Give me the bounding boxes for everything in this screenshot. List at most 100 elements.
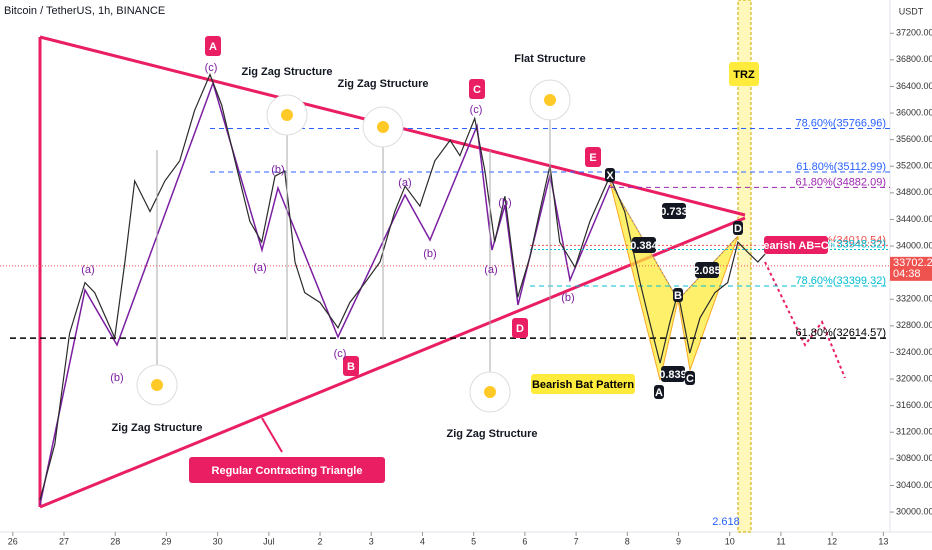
annotation: 0.384 <box>630 237 659 253</box>
annotation: A <box>205 36 221 56</box>
annotation: C <box>685 371 695 385</box>
icon-dot <box>377 121 389 133</box>
y-tick-label: 35600.00 <box>896 134 932 144</box>
annotation-text: TRZ <box>733 69 755 81</box>
y-tick-label: 34400.00 <box>896 214 932 224</box>
annotation-text: (a) <box>484 264 497 276</box>
annotation-box <box>531 374 635 394</box>
annotation: Zig Zag Structure <box>111 416 203 438</box>
annotation-box <box>605 168 615 182</box>
annotation-box <box>343 356 359 376</box>
annotation-text: C <box>473 84 481 96</box>
annotation-text: 2.618 <box>712 516 740 528</box>
annotation-text: (b) <box>423 248 436 260</box>
y-tick-label: 32800.00 <box>896 320 932 330</box>
annotation-box <box>729 62 759 86</box>
x-tick-label: 6 <box>522 536 527 546</box>
annotation-text: B <box>674 290 682 302</box>
annotation-box <box>189 457 385 483</box>
x-tick-label: Jul <box>263 536 275 546</box>
icon-dot <box>544 94 556 106</box>
y-tick-label: 36800.00 <box>896 54 932 64</box>
annotation-text: X <box>606 170 614 182</box>
annotation: B <box>343 356 359 376</box>
y-tick-label: 33200.00 <box>896 294 932 304</box>
y-tick-label: 36000.00 <box>896 107 932 117</box>
x-tick-label: 4 <box>420 536 425 546</box>
x-tick-label: 2 <box>318 536 323 546</box>
icon-dot <box>151 379 163 391</box>
annotation-text: 2.085 <box>693 265 721 277</box>
x-tick-label: 12 <box>827 536 837 546</box>
annotation: 0.839 <box>659 366 687 382</box>
annotation-text: B <box>347 361 355 373</box>
annotation-box <box>245 60 329 82</box>
annotation-text: A <box>209 41 217 53</box>
annotation: D <box>733 221 743 235</box>
x-tick-label: 28 <box>110 536 120 546</box>
annotation-box <box>515 47 585 69</box>
annotation-text: C <box>686 373 694 385</box>
annotation-text: A <box>655 387 663 399</box>
y-unit: USDT <box>899 6 924 16</box>
annotation-box <box>733 221 743 235</box>
y-tick-label: 30800.00 <box>896 453 932 463</box>
y-tick-label: 36400.00 <box>896 81 932 91</box>
annotation-text: Zig Zag Structure <box>241 66 332 78</box>
annotation: C <box>469 79 485 99</box>
x-tick-label: 13 <box>878 536 888 546</box>
annotation-text: (a) <box>253 262 266 274</box>
annotation-text: 0.733 <box>660 206 688 218</box>
y-tick-label: 30400.00 <box>896 480 932 490</box>
price-tag <box>890 256 932 281</box>
annotation-box <box>764 236 828 254</box>
annotation-box <box>685 371 695 385</box>
annotation-text: Bearish AB=CD <box>755 240 836 252</box>
level-label: 61.80%(34882.09) <box>795 176 886 188</box>
annotation-text: (b) <box>498 197 511 209</box>
annotation-box <box>585 147 601 167</box>
annotation-text: Flat Structure <box>514 53 586 65</box>
annotation-text: E <box>589 152 596 164</box>
annotation-box <box>632 237 656 253</box>
annotation-text: (c) <box>205 62 218 74</box>
chart-title: Bitcoin / TetherUS, 1h, BINANCE <box>4 5 165 17</box>
x-tick-label: 10 <box>725 536 735 546</box>
annotation-box <box>115 416 199 438</box>
annotation: X <box>605 168 615 182</box>
icon-dot <box>281 109 293 121</box>
x-tick-label: 11 <box>776 536 785 546</box>
y-tick-label: 30000.00 <box>896 506 932 516</box>
x-tick-label: 30 <box>213 536 223 546</box>
callout-line <box>261 417 283 453</box>
annotation-box <box>661 366 685 382</box>
annotation-box <box>341 72 425 94</box>
annotation-box <box>450 422 534 444</box>
y-tick-label: 34800.00 <box>896 187 932 197</box>
annotation-text: (c) <box>334 348 347 360</box>
annotation-text: (b) <box>561 292 574 304</box>
icon-dot <box>484 386 496 398</box>
y-tick-label: 34000.00 <box>896 240 932 250</box>
countdown: 04:38 <box>893 268 921 280</box>
x-tick-label: 3 <box>369 536 374 546</box>
annotation: Bearish Bat Pattern <box>531 374 635 394</box>
x-tick-label: 7 <box>574 536 579 546</box>
annotation: Regular Contracting Triangle <box>189 457 385 483</box>
y-tick-label: 32400.00 <box>896 347 932 357</box>
y-tick-label: 31600.00 <box>896 400 932 410</box>
y-tick-label: 37200.00 <box>896 28 932 38</box>
price-line <box>39 72 766 501</box>
annotation-text: D <box>734 223 742 235</box>
annotation-text: 0.839 <box>659 369 687 381</box>
annotation: E <box>585 147 601 167</box>
level-label: 61.80%(32614.57) <box>795 327 886 339</box>
annotation: Bearish AB=CD <box>755 236 837 254</box>
annotation-box <box>469 79 485 99</box>
price-tag-label: 33702.29 <box>893 257 932 269</box>
y-tick-label: 35200.00 <box>896 161 932 171</box>
annotation-text: (c) <box>470 104 483 116</box>
annotation-text: Zig Zag Structure <box>337 78 428 90</box>
x-tick-label: 8 <box>625 536 630 546</box>
